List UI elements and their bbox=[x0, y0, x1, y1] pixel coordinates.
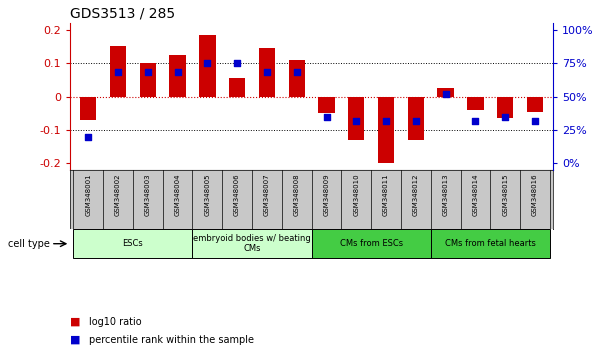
Text: GSM348009: GSM348009 bbox=[323, 173, 329, 216]
Text: ■: ■ bbox=[70, 317, 81, 327]
Text: cell type: cell type bbox=[7, 239, 49, 249]
Bar bbox=[288, 60, 305, 97]
Point bbox=[262, 70, 272, 75]
Text: GSM348016: GSM348016 bbox=[532, 173, 538, 216]
Text: embryoid bodies w/ beating
CMs: embryoid bodies w/ beating CMs bbox=[193, 234, 311, 253]
Bar bbox=[258, 48, 275, 97]
Bar bbox=[139, 63, 156, 97]
FancyBboxPatch shape bbox=[192, 229, 312, 258]
Bar bbox=[437, 88, 454, 97]
Bar bbox=[110, 46, 126, 97]
Text: GSM348004: GSM348004 bbox=[175, 173, 180, 216]
Text: GSM348003: GSM348003 bbox=[145, 173, 151, 216]
Text: ■: ■ bbox=[70, 335, 81, 345]
Text: GSM348010: GSM348010 bbox=[353, 173, 359, 216]
Text: GDS3513 / 285: GDS3513 / 285 bbox=[70, 6, 175, 21]
Text: percentile rank within the sample: percentile rank within the sample bbox=[89, 335, 254, 345]
FancyBboxPatch shape bbox=[73, 229, 192, 258]
Point bbox=[113, 70, 123, 75]
Point bbox=[232, 60, 242, 66]
Bar bbox=[80, 97, 97, 120]
Text: CMs from fetal hearts: CMs from fetal hearts bbox=[445, 239, 536, 248]
Text: GSM348014: GSM348014 bbox=[472, 173, 478, 216]
Text: GSM348011: GSM348011 bbox=[383, 173, 389, 216]
FancyBboxPatch shape bbox=[431, 229, 550, 258]
Text: GSM348002: GSM348002 bbox=[115, 173, 121, 216]
Point bbox=[143, 70, 153, 75]
Point bbox=[173, 70, 183, 75]
Text: CMs from ESCs: CMs from ESCs bbox=[340, 239, 403, 248]
Text: GSM348006: GSM348006 bbox=[234, 173, 240, 216]
Text: GSM348013: GSM348013 bbox=[443, 173, 448, 216]
Point bbox=[381, 118, 391, 124]
Bar bbox=[497, 97, 513, 118]
Bar bbox=[348, 97, 365, 140]
Bar bbox=[199, 35, 216, 97]
Point bbox=[411, 118, 421, 124]
FancyBboxPatch shape bbox=[312, 229, 431, 258]
Point bbox=[202, 60, 212, 66]
Point bbox=[83, 134, 93, 139]
Point bbox=[321, 114, 331, 119]
Bar bbox=[318, 97, 335, 113]
Point bbox=[292, 70, 302, 75]
Text: log10 ratio: log10 ratio bbox=[89, 317, 141, 327]
Bar bbox=[229, 78, 245, 97]
Point bbox=[500, 114, 510, 119]
Text: GSM348012: GSM348012 bbox=[413, 173, 419, 216]
Text: GSM348007: GSM348007 bbox=[264, 173, 270, 216]
Bar bbox=[408, 97, 424, 140]
Point bbox=[530, 118, 540, 124]
Text: GSM348005: GSM348005 bbox=[204, 173, 210, 216]
Bar bbox=[527, 97, 543, 112]
Bar bbox=[467, 97, 484, 110]
Text: GSM348015: GSM348015 bbox=[502, 173, 508, 216]
Bar bbox=[169, 55, 186, 97]
Point bbox=[351, 118, 361, 124]
Bar bbox=[378, 97, 394, 164]
Point bbox=[470, 118, 480, 124]
Point bbox=[441, 91, 450, 97]
Text: GSM348008: GSM348008 bbox=[294, 173, 300, 216]
Text: GSM348001: GSM348001 bbox=[85, 173, 91, 216]
Text: ESCs: ESCs bbox=[122, 239, 143, 248]
